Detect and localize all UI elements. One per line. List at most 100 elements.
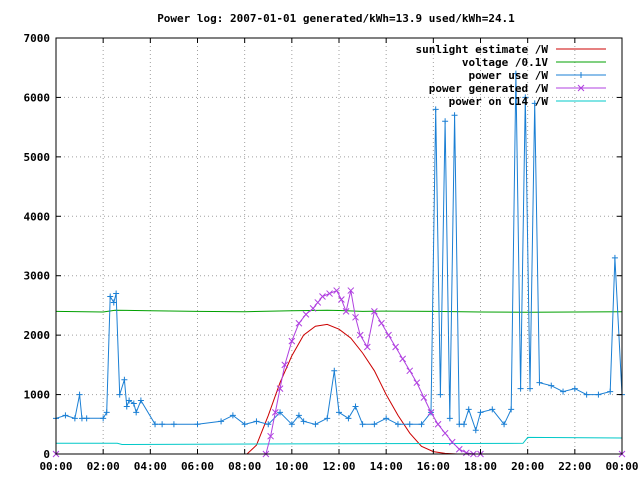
legend-label: power on C14 /W — [449, 95, 549, 108]
data-point — [62, 412, 69, 419]
data-point — [477, 409, 484, 416]
data-point — [314, 299, 322, 306]
data-point — [413, 379, 421, 387]
data-point — [295, 412, 302, 419]
x-tick-label: 12:00 — [322, 460, 355, 473]
data-point — [420, 394, 428, 401]
data-point — [276, 385, 284, 392]
data-point — [560, 388, 567, 395]
data-point — [300, 418, 307, 425]
data-point — [123, 403, 130, 410]
x-tick-label: 04:00 — [134, 460, 167, 473]
data-point — [371, 308, 378, 315]
y-tick-label: 3000 — [24, 270, 51, 283]
legend-label: power generated /W — [429, 82, 549, 95]
series-layer — [52, 70, 626, 458]
data-point — [281, 361, 289, 369]
data-point — [126, 397, 133, 404]
data-point — [394, 421, 401, 428]
y-tick-label: 6000 — [24, 91, 51, 104]
data-point — [501, 421, 508, 428]
data-point — [462, 449, 470, 457]
data-point — [451, 112, 458, 119]
data-point — [241, 421, 248, 428]
data-point — [512, 70, 519, 77]
data-point — [194, 421, 201, 428]
data-point — [100, 415, 107, 422]
data-point — [583, 391, 590, 398]
data-point — [392, 343, 399, 351]
data-point — [536, 379, 543, 386]
x-tick-label: 00:00 — [605, 460, 638, 473]
data-point — [611, 254, 618, 261]
legend-label: voltage /0.1V — [462, 56, 548, 69]
data-point — [277, 409, 284, 416]
data-point — [432, 106, 439, 113]
data-point — [229, 412, 236, 419]
data-point — [265, 421, 272, 428]
series-line — [55, 309, 623, 313]
data-point — [345, 415, 352, 422]
data-point — [460, 421, 467, 428]
x-tick-label: 08:00 — [228, 460, 261, 473]
legend-label: sunlight estimate /W — [416, 43, 549, 56]
data-point — [489, 406, 496, 413]
data-point — [107, 293, 114, 300]
x-tick-label: 10:00 — [275, 460, 308, 473]
data-point — [83, 415, 90, 422]
data-point — [116, 391, 123, 398]
data-point — [418, 421, 425, 428]
data-point — [347, 287, 355, 294]
data-point — [442, 118, 449, 125]
data-point — [359, 421, 366, 428]
data-point — [378, 319, 385, 327]
data-point — [531, 100, 538, 107]
data-point — [218, 418, 225, 425]
data-point — [437, 391, 444, 398]
data-point — [406, 421, 413, 428]
data-point — [267, 432, 274, 440]
data-point — [76, 391, 83, 398]
data-point — [399, 355, 407, 363]
data-point — [312, 421, 319, 428]
data-point — [522, 94, 529, 101]
data-point — [455, 445, 463, 453]
data-point — [309, 305, 317, 312]
data-point — [434, 420, 442, 428]
series-line — [56, 289, 622, 455]
y-tick-label: 2000 — [24, 329, 51, 342]
data-point — [363, 343, 371, 351]
data-point — [331, 367, 338, 374]
data-point — [356, 331, 364, 339]
data-point — [385, 331, 392, 339]
x-tick-label: 14:00 — [370, 460, 403, 473]
data-point — [288, 421, 295, 428]
data-point — [352, 403, 359, 410]
data-point — [113, 290, 120, 297]
data-point — [508, 406, 515, 413]
data-point — [324, 415, 331, 422]
data-point — [338, 296, 345, 303]
data-point — [121, 376, 128, 383]
series-power-generated-w — [52, 287, 626, 458]
data-point — [371, 421, 378, 428]
x-tick-label: 06:00 — [181, 460, 214, 473]
data-point — [159, 421, 166, 428]
data-point — [607, 388, 614, 395]
x-tick-label: 00:00 — [39, 460, 72, 473]
x-tick-label: 22:00 — [558, 460, 591, 473]
legend-marker — [578, 72, 584, 78]
series-line — [55, 73, 623, 432]
legend-marker — [577, 84, 585, 92]
y-tick-label: 1000 — [24, 389, 51, 402]
data-point — [333, 287, 340, 294]
y-tick-label: 7000 — [24, 32, 51, 45]
data-point — [253, 418, 260, 425]
data-point — [352, 313, 359, 321]
tick-labels: 0 1000 2000 3000 4000 5000 6000 7000 00:00 02:00 0… — [24, 32, 639, 473]
data-point — [71, 415, 78, 422]
y-tick-label: 5000 — [24, 151, 51, 164]
series-voltage-0-1v — [55, 309, 623, 313]
data-point — [271, 409, 279, 416]
